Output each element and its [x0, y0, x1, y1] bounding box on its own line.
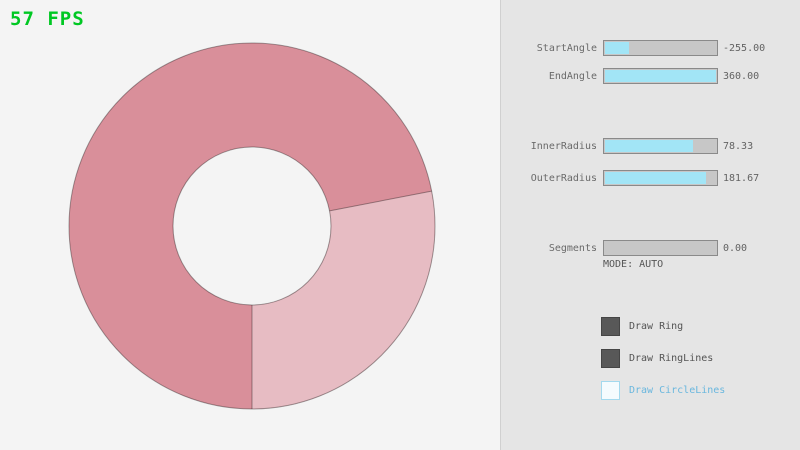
draw-circlelines-checkbox-row[interactable]: Draw CircleLines [601, 380, 725, 400]
endangle-row: EndAngle 360.00 [501, 68, 800, 84]
draw-ringlines-label: Draw RingLines [629, 352, 714, 364]
innerradius-slider[interactable] [603, 138, 718, 154]
startangle-slider-fill [605, 42, 630, 54]
draw-ringlines-checkbox[interactable] [601, 348, 620, 368]
outerradius-label: OuterRadius [530, 172, 597, 184]
draw-ringlines-checkbox-row[interactable]: Draw RingLines [601, 348, 713, 368]
endangle-value: 360.00 [723, 70, 760, 82]
ring-chart [68, 42, 436, 410]
startangle-label: StartAngle [536, 42, 597, 54]
innerradius-label: InnerRadius [530, 140, 597, 152]
draw-circlelines-checkbox[interactable] [601, 380, 620, 400]
outerradius-row: OuterRadius 181.67 [501, 170, 800, 186]
draw-ring-checkbox[interactable] [601, 316, 620, 336]
endangle-label: EndAngle [548, 70, 597, 82]
startangle-value: -255.00 [723, 42, 766, 54]
innerradius-slider-fill [605, 140, 693, 152]
endangle-slider-fill [605, 70, 716, 82]
ring-fill-light [252, 191, 435, 409]
draw-ring-label: Draw Ring [629, 320, 684, 332]
segments-value: 0.00 [723, 242, 748, 254]
segments-row: Segments 0.00 [501, 240, 800, 256]
ring-segment-line-start [329, 190, 432, 212]
draw-ring-checkbox-row[interactable]: Draw Ring [601, 316, 683, 336]
fps-counter: 57 FPS [10, 8, 85, 30]
startangle-row: StartAngle -255.00 [501, 40, 800, 56]
startangle-slider[interactable] [603, 40, 718, 56]
segments-label: Segments [548, 242, 597, 254]
outerradius-value: 181.67 [723, 172, 760, 184]
segments-slider[interactable] [603, 240, 718, 256]
outerradius-slider-fill [605, 172, 706, 184]
draw-circlelines-label: Draw CircleLines [629, 384, 726, 396]
outerradius-slider[interactable] [603, 170, 718, 186]
preview-area: 57 FPS [10, 8, 436, 410]
innerradius-value: 78.33 [723, 140, 754, 152]
ring-outline [68, 42, 436, 410]
endangle-slider[interactable] [603, 68, 718, 84]
innerradius-row: InnerRadius 78.33 [501, 138, 800, 154]
mode-indicator: MODE: AUTO [603, 259, 664, 270]
control-panel: StartAngle -255.00 EndAngle 360.00 Inner… [500, 0, 800, 450]
